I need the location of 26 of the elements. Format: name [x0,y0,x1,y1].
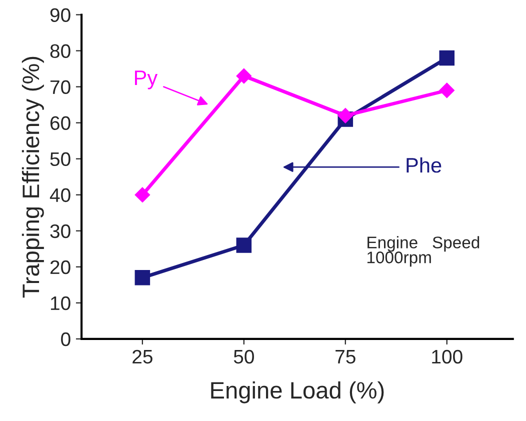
y-tick-label: 40 [50,188,70,202]
text: Py [134,70,158,90]
y-tick-label: 30 [50,224,70,238]
annotation: Engine Speed 1000rpm [367,236,480,267]
x-tick-label: 25 [132,350,152,364]
point [236,68,252,84]
point [236,238,252,253]
point [338,108,353,124]
y-tick-label: 90 [50,8,70,22]
y-tick-label: 20 [50,260,70,274]
point [439,50,455,66]
y-tick-label: 70 [50,80,70,94]
x-tick-label: 100 [432,350,462,364]
y-tick-label: 80 [50,44,70,58]
y-tick-label: 50 [50,152,70,166]
point [134,270,150,286]
y-tick-label: 10 [50,296,70,310]
point [439,82,454,98]
point [134,187,150,202]
y-tick-label: 0 [61,332,70,346]
y-tick-label: 60 [50,116,70,130]
text: Phe [406,157,442,173]
x-tick-label: 75 [336,350,356,364]
x-axis-title: Engine Load (%) [211,381,384,404]
y-axis-title: Trapping Efficiency (%) [22,56,44,298]
x-tick-label: 50 [234,350,254,364]
